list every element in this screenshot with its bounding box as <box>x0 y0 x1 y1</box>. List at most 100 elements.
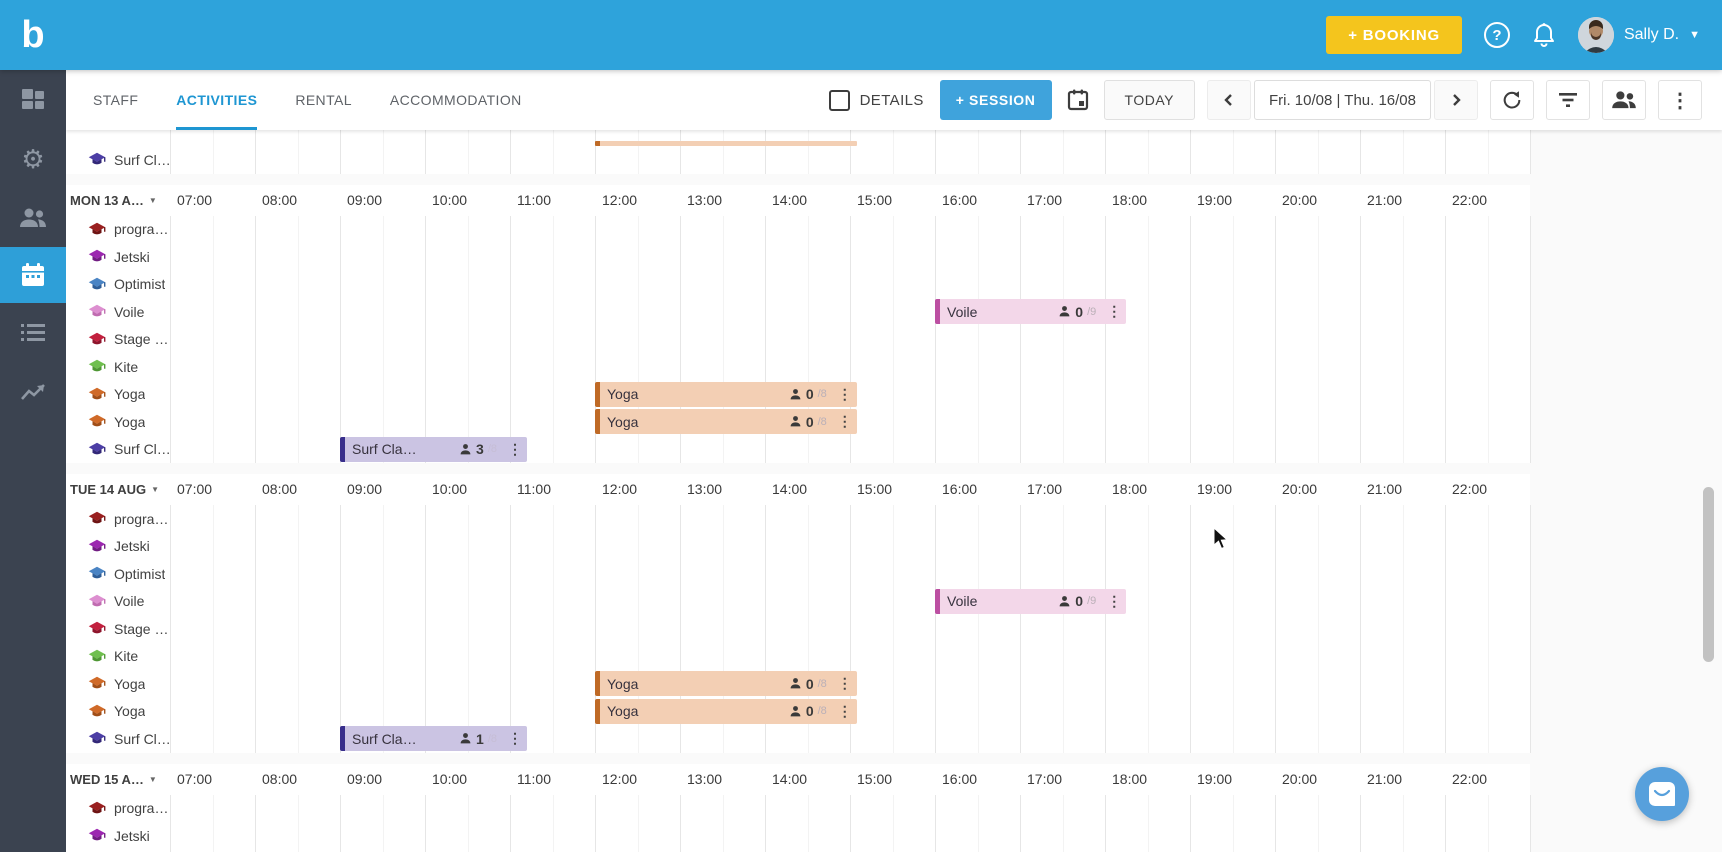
grid-line <box>1445 794 1446 852</box>
grid-line <box>1275 215 1276 463</box>
resource-row-label[interactable]: Voile <box>66 298 236 326</box>
more-options-button[interactable]: ⋮ <box>1658 80 1702 120</box>
grid-line <box>722 505 724 753</box>
event-capacity: /8 <box>817 415 827 428</box>
resource-row-label[interactable]: progra… <box>66 795 236 823</box>
event-menu-icon[interactable]: ⋮ <box>837 413 852 429</box>
hour-label: 13:00 <box>687 770 723 787</box>
calendar-picker-icon[interactable] <box>1066 88 1090 112</box>
hour-label: 12:00 <box>602 770 638 787</box>
add-session-button[interactable]: + SESSION <box>939 80 1052 120</box>
details-toggle[interactable]: DETAILS <box>828 89 924 111</box>
resource-row-label[interactable]: Optimist <box>66 271 236 299</box>
sidebar-item-calendar[interactable] <box>0 247 66 303</box>
grid-line <box>595 215 596 463</box>
chat-widget-button[interactable] <box>1635 767 1689 821</box>
next-week-button[interactable] <box>1434 80 1478 120</box>
event-title: Surf Cla… <box>352 730 417 747</box>
sidebar-item-customers[interactable] <box>0 188 66 247</box>
sidebar-item-dashboard[interactable] <box>0 70 66 129</box>
calendar-event[interactable]: Yoga 0/8 ⋮ <box>595 409 857 434</box>
grid-line <box>1402 215 1404 463</box>
resource-row-label[interactable]: Jetski <box>66 243 236 271</box>
event-menu-icon[interactable]: ⋮ <box>508 730 522 746</box>
grid-line <box>297 215 299 463</box>
grid-line <box>1020 794 1021 852</box>
help-icon[interactable]: ? <box>1483 22 1510 48</box>
tab-accommodation[interactable]: ACCOMMODATION <box>389 92 522 108</box>
resources-button[interactable] <box>1602 80 1646 120</box>
grid-line <box>935 215 936 463</box>
event-menu-icon[interactable]: ⋮ <box>1107 592 1122 609</box>
resource-name: Jetski <box>114 827 150 844</box>
resource-row-label[interactable]: Kite <box>66 643 236 671</box>
grid-line <box>425 505 426 753</box>
resource-row-label[interactable]: Surf Cl… <box>66 146 236 174</box>
grid-line <box>1105 505 1106 753</box>
resource-row-label[interactable]: Stage … <box>66 615 236 643</box>
resource-row-label[interactable]: progra… <box>66 216 236 244</box>
resource-row-label[interactable]: Voile <box>66 588 236 616</box>
app-logo[interactable]: b <box>0 0 66 70</box>
activity-cap-icon <box>88 305 106 317</box>
today-button[interactable]: TODAY <box>1103 80 1195 120</box>
day-header[interactable]: TUE 14 AUG ▼ <box>70 474 159 505</box>
day-header[interactable]: MON 13 A… ▼ <box>70 185 157 216</box>
calendar-event[interactable]: Surf Cla… 1/8 ⋮ <box>340 726 527 751</box>
calendar-event[interactable]: Yoga 0/8 ⋮ <box>595 381 857 407</box>
details-checkbox[interactable] <box>828 89 850 111</box>
resource-row-label[interactable]: Optimist <box>66 560 236 588</box>
calendar-event[interactable]: Yoga 0/8 ⋮ <box>595 671 857 696</box>
hour-label: 17:00 <box>1027 481 1063 497</box>
resource-name: Jetski <box>114 248 150 265</box>
resource-row-label[interactable]: Yoga <box>66 698 236 726</box>
grid-line <box>1232 505 1234 753</box>
calendar-event[interactable]: Surf Cla… 3/8 ⋮ <box>340 436 527 462</box>
calendar-event-partial[interactable] <box>595 141 857 146</box>
activity-cap-icon <box>88 512 106 524</box>
calendar-event[interactable]: Voile 0/9 ⋮ <box>935 588 1127 614</box>
user-menu[interactable]: Sally D. ▼ <box>1577 17 1700 53</box>
resource-row-label[interactable]: Kite <box>66 353 236 381</box>
attendees-icon <box>1059 595 1070 606</box>
tab-activities[interactable]: ACTIVITIES <box>176 70 258 130</box>
vertical-scrollbar[interactable] <box>1703 487 1714 662</box>
activity-cap-icon <box>88 649 106 662</box>
event-capacity: /8 <box>817 705 827 717</box>
resource-row-label[interactable]: Jetski <box>66 822 236 850</box>
event-attendee-count: 3 <box>476 441 484 457</box>
resource-row-label[interactable]: Yoga <box>66 670 236 698</box>
resource-row-label[interactable]: Yoga <box>66 381 236 409</box>
resource-row-label[interactable]: progra… <box>66 505 236 533</box>
calendar-event[interactable]: Voile 0/9 ⋮ <box>935 299 1127 324</box>
resource-row-label[interactable]: Yoga <box>66 408 236 436</box>
event-menu-icon[interactable]: ⋮ <box>837 675 852 691</box>
tab-rental[interactable]: RENTAL <box>295 92 352 108</box>
resource-row-label[interactable]: Surf Cl… <box>66 436 236 464</box>
event-menu-icon[interactable]: ⋮ <box>837 385 852 402</box>
resource-name: Optimist <box>114 276 166 293</box>
refresh-button[interactable] <box>1490 80 1534 120</box>
sidebar-item-settings[interactable]: ⚙ <box>0 129 66 188</box>
resource-row-label[interactable]: Jetski <box>66 533 236 561</box>
sidebar-item-reports[interactable] <box>0 362 66 421</box>
event-menu-icon[interactable]: ⋮ <box>508 440 522 457</box>
details-label: DETAILS <box>859 91 924 109</box>
filter-button[interactable] <box>1546 80 1590 120</box>
sidebar-item-bookings-list[interactable] <box>0 303 66 362</box>
calendar-event[interactable]: Yoga 0/8 ⋮ <box>595 698 857 724</box>
tab-staff[interactable]: STAFF <box>93 92 139 108</box>
grid-line <box>807 794 809 852</box>
reports-icon <box>21 383 45 400</box>
event-menu-icon[interactable]: ⋮ <box>1107 303 1122 319</box>
event-title: Yoga <box>607 386 639 402</box>
resource-row-label[interactable]: Stage … <box>66 326 236 354</box>
date-range-field[interactable]: Fri. 10/08 | Thu. 16/08 <box>1253 80 1431 120</box>
notifications-bell-icon[interactable] <box>1532 22 1556 48</box>
resource-row-label[interactable]: Surf Cl… <box>66 725 236 753</box>
event-menu-icon[interactable]: ⋮ <box>837 702 852 719</box>
add-booking-button[interactable]: + BOOKING <box>1326 16 1462 54</box>
day-header[interactable]: WED 15 A… ▼ <box>70 764 157 795</box>
module-tabs: STAFF ACTIVITIES RENTAL ACCOMMODATION <box>93 70 522 130</box>
prev-week-button[interactable] <box>1206 80 1251 120</box>
